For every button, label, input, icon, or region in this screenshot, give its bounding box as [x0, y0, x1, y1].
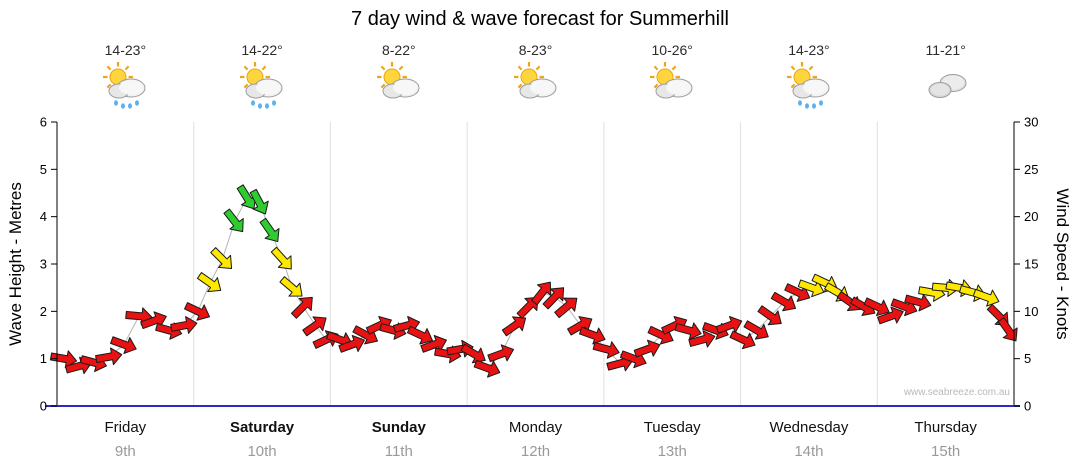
wind-arrow	[592, 341, 620, 359]
cloud-icon	[792, 78, 830, 99]
wind-arrow	[688, 330, 716, 348]
wind-arrow	[406, 325, 433, 345]
chart-title: 7 day wind & wave forecast for Summerhil…	[351, 8, 729, 30]
wave-tick-label: 6	[40, 115, 47, 130]
wind-tick-label: 20	[1024, 209, 1038, 224]
wind-arrow	[223, 208, 244, 233]
wind-tick-label: 10	[1024, 304, 1038, 319]
day-name: Saturday	[229, 419, 295, 436]
day-name: Wednesday	[769, 419, 849, 436]
wave-tick-label: 3	[40, 257, 47, 272]
wind-arrow	[633, 339, 661, 358]
day-temp-range: 10-26°	[651, 42, 693, 58]
wind-arrow	[110, 336, 137, 355]
weather-icon-cloud	[918, 62, 974, 110]
weather-icon-sun-cloud-rain	[234, 62, 290, 110]
cloud-icon	[928, 74, 967, 98]
wind-tick-label: 25	[1024, 162, 1038, 177]
wave-axis-title: Wave Height - Metres	[6, 182, 25, 346]
day-date: 13th	[657, 443, 687, 460]
wind-arrow	[473, 359, 501, 378]
rain-drops-icon	[114, 100, 140, 109]
wind-arrow	[259, 217, 280, 243]
day-temp-range: 14-23°	[788, 42, 830, 58]
wind-arrow	[184, 302, 211, 321]
day-temp-range: 14-22°	[241, 42, 283, 58]
wind-arrow	[972, 288, 1000, 307]
cloud-icon	[382, 78, 420, 99]
wind-arrow	[249, 188, 269, 215]
wind-axis-title: Wind Speed - Knots	[1053, 188, 1072, 340]
wave-tick-label: 0	[40, 399, 47, 414]
cloud-icon	[245, 78, 283, 99]
day-name: Thursday	[914, 419, 977, 436]
cloud-icon	[108, 78, 146, 99]
wind-tick-label: 15	[1024, 257, 1038, 272]
wind-arrow	[420, 334, 448, 353]
wind-arrow	[279, 276, 303, 297]
day-name: Tuesday	[643, 419, 701, 436]
wind-arrow	[501, 316, 527, 337]
day-name: Friday	[104, 419, 147, 436]
day-date: 11th	[384, 443, 413, 460]
wind-arrow	[270, 246, 292, 270]
wind-arrow	[770, 291, 797, 312]
rain-drops-icon	[797, 100, 823, 109]
day-date: 12th	[520, 443, 551, 460]
wind-arrow	[729, 330, 756, 350]
wind-arrow	[743, 320, 769, 340]
wind-tick-label: 30	[1024, 115, 1038, 130]
day-date: 14th	[794, 443, 824, 460]
wind-arrow	[338, 334, 366, 353]
wind-tick-label: 0	[1024, 399, 1031, 414]
wave-tick-label: 5	[40, 162, 47, 177]
weather-icon-sun-cloud	[371, 62, 427, 110]
wind-arrow	[170, 316, 198, 334]
watermark: www.seabreeze.com.au	[903, 387, 1010, 398]
weather-icon-sun-cloud-rain	[97, 62, 153, 110]
day-name: Sunday	[371, 419, 426, 436]
wind-arrow	[487, 344, 515, 363]
day-temp-range: 11-21°	[925, 42, 966, 58]
wind-arrow	[95, 347, 123, 366]
weather-icon-sun-cloud	[508, 62, 564, 110]
cloud-icon	[519, 78, 556, 99]
wave-tick-label: 1	[40, 351, 47, 366]
wind-arrow	[863, 297, 890, 317]
wind-arrow	[715, 315, 743, 334]
weather-icon-sun-cloud-rain	[781, 62, 837, 110]
wind-arrow	[567, 316, 593, 336]
wind-tick-label: 5	[1024, 351, 1031, 366]
wind-arrow	[904, 293, 932, 312]
wind-arrow	[290, 296, 313, 319]
day-date: 9th	[114, 443, 136, 460]
wind-arrow	[236, 184, 257, 210]
wind-arrow	[302, 316, 327, 337]
day-date: 15th	[931, 443, 961, 460]
wind-arrow	[797, 279, 825, 298]
day-date: 10th	[247, 443, 277, 460]
day-temp-range: 14-23°	[104, 42, 147, 58]
wave-tick-label: 4	[40, 209, 47, 224]
wind-arrow	[542, 287, 565, 310]
day-name: Monday	[508, 419, 563, 436]
wind-arrow	[578, 326, 606, 345]
wind-arrow	[210, 247, 233, 269]
day-temp-range: 8-22°	[381, 42, 416, 58]
wind-arrow	[757, 305, 782, 326]
wind-arrow	[196, 272, 222, 293]
wind-arrow	[674, 322, 702, 340]
wave-tick-label: 2	[40, 304, 47, 319]
weather-icon-sun-cloud	[644, 62, 700, 110]
cloud-icon	[655, 78, 693, 99]
day-temp-range: 8-23°	[518, 42, 553, 58]
rain-drops-icon	[251, 100, 277, 109]
wind-arrow	[554, 297, 578, 319]
wind-arrow	[877, 306, 904, 325]
